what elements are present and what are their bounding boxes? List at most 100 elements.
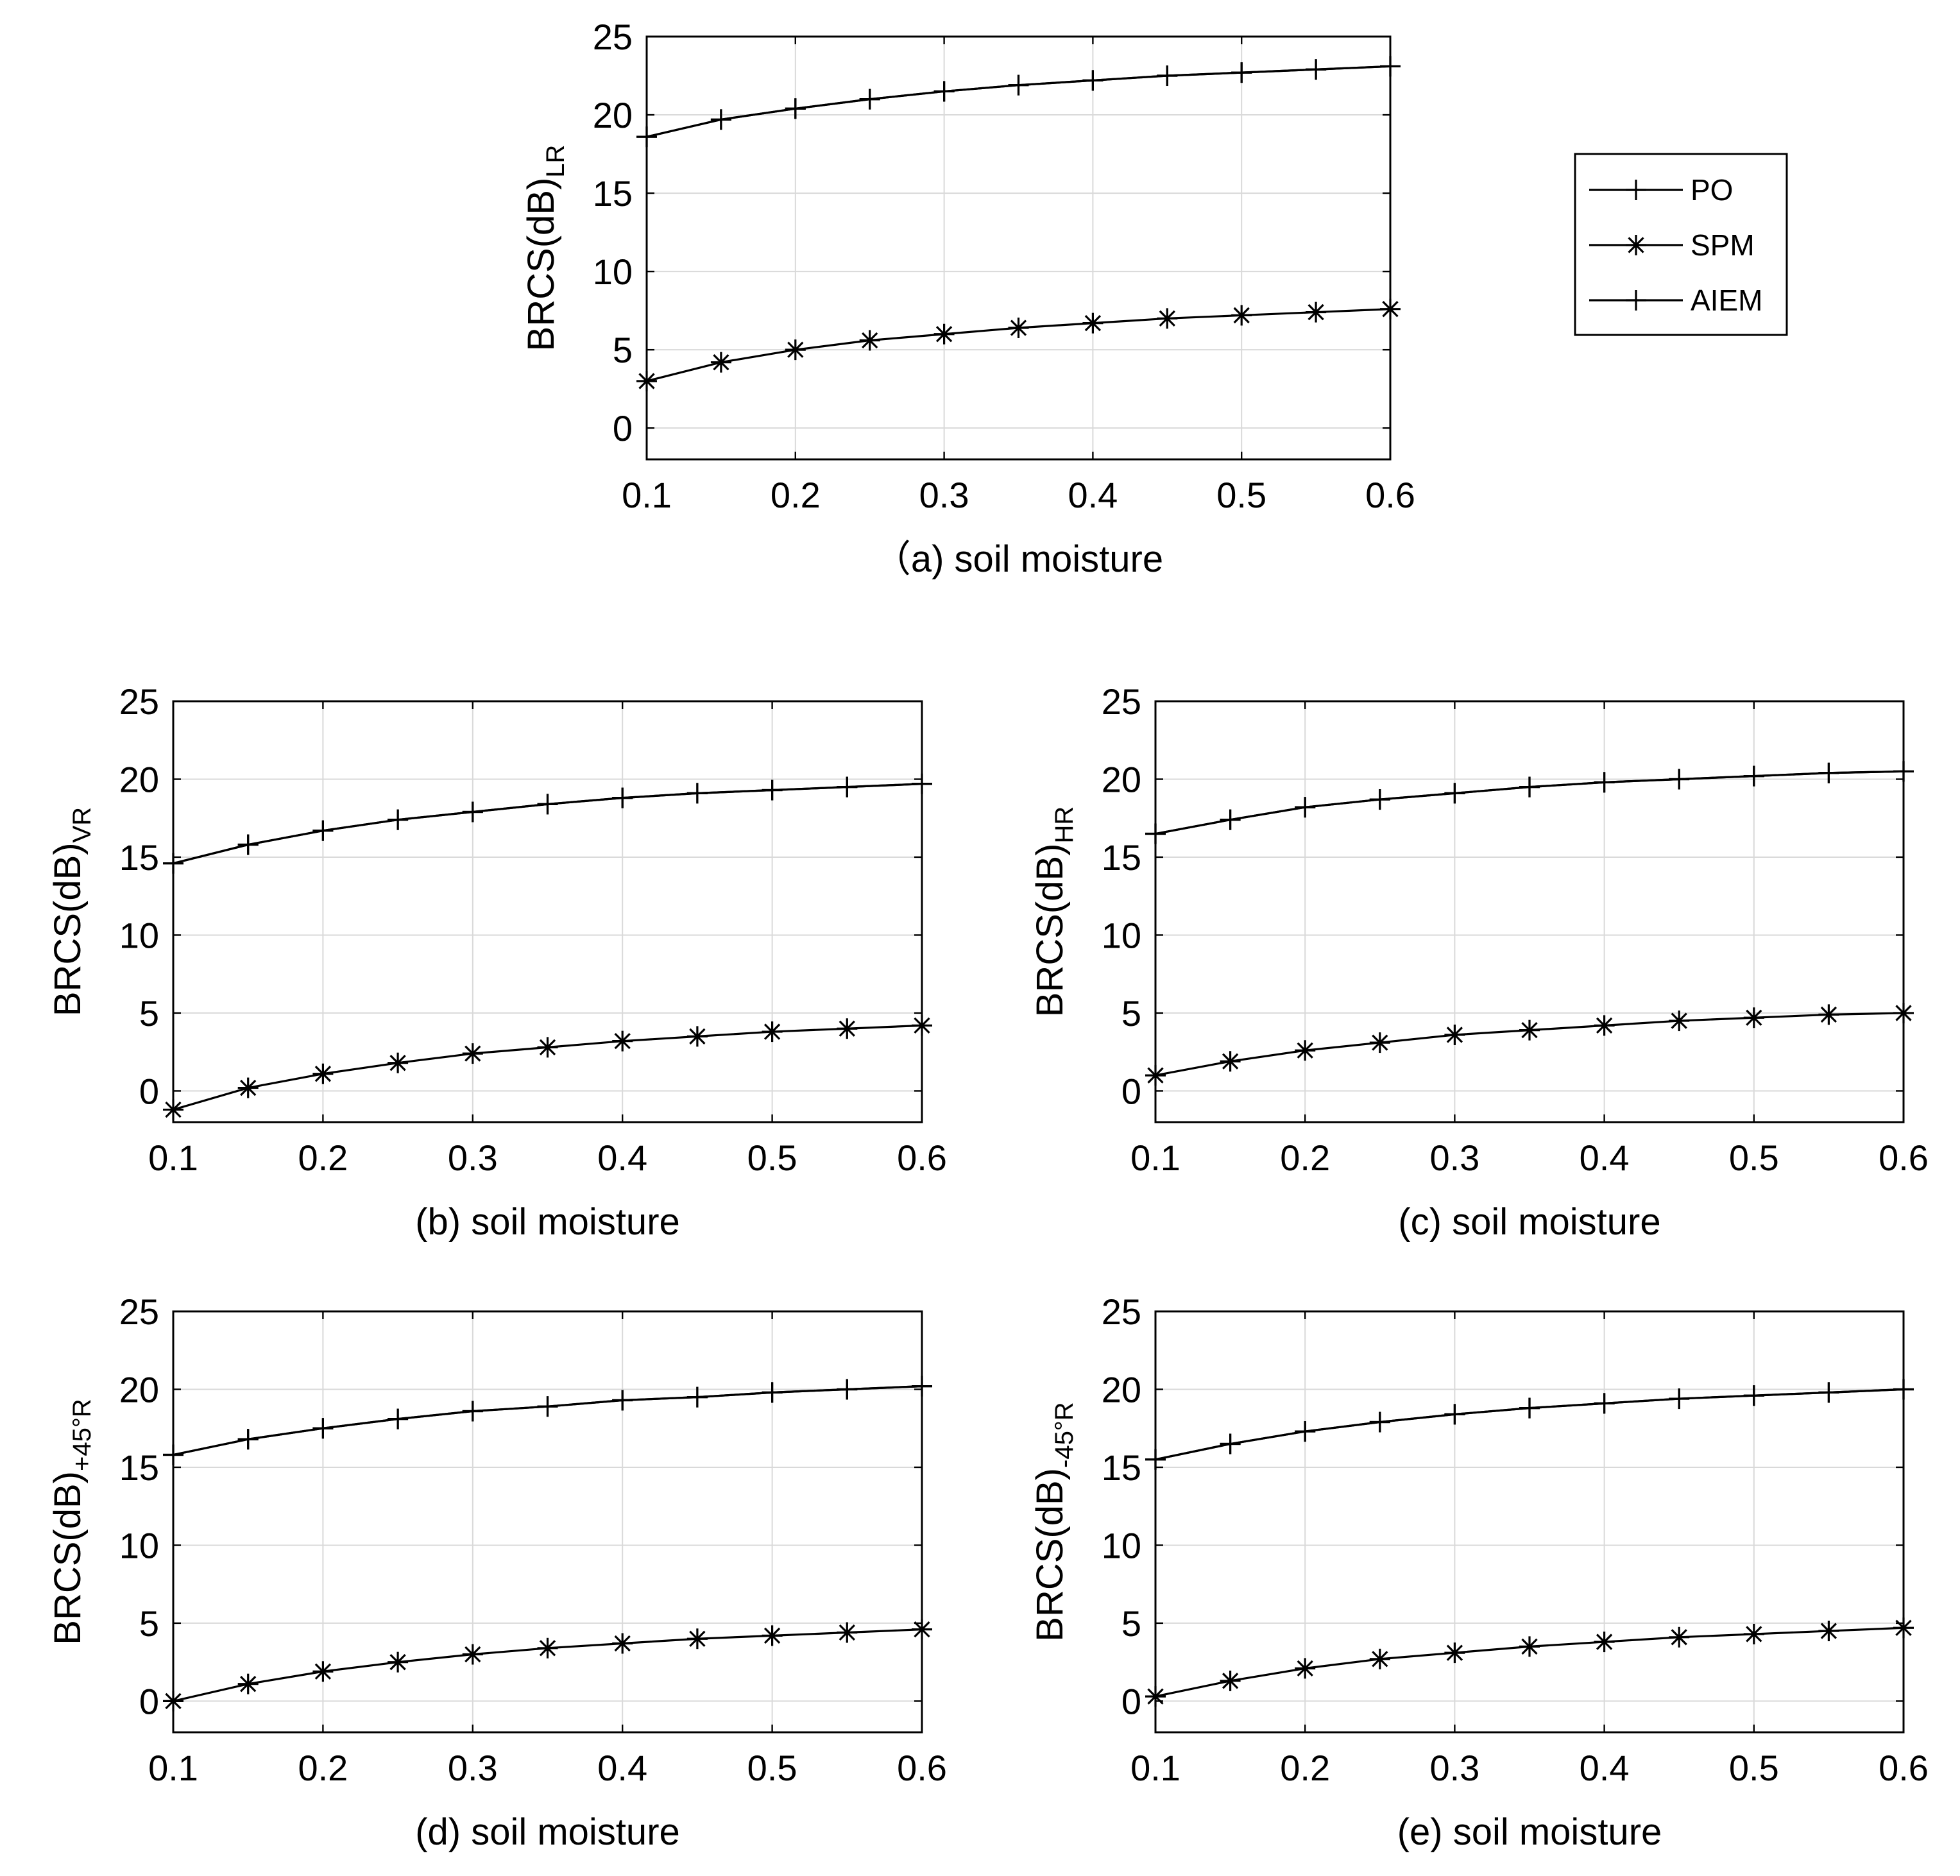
x-axis-title: (b) soil moisture bbox=[415, 1201, 680, 1243]
data-point-spm bbox=[1743, 1623, 1764, 1644]
data-point-aiem bbox=[1669, 769, 1690, 790]
data-point-spm bbox=[1157, 308, 1178, 329]
y-tick-label: 0 bbox=[139, 1681, 159, 1721]
data-point-spm bbox=[1380, 298, 1401, 320]
data-point-spm bbox=[686, 1628, 708, 1650]
x-axis-title: (c) soil moisture bbox=[1398, 1201, 1660, 1243]
data-point-spm bbox=[1669, 1626, 1690, 1648]
series-aiem bbox=[163, 773, 932, 874]
data-point-spm bbox=[1893, 1002, 1914, 1023]
data-point-aiem bbox=[785, 98, 806, 119]
data-point-aiem bbox=[163, 1444, 183, 1465]
x-tick-label: 0.5 bbox=[747, 1748, 797, 1788]
data-point-spm bbox=[837, 1018, 858, 1039]
data-point-aiem bbox=[1082, 70, 1104, 91]
y-axis-title: BRCS(dB)HR bbox=[1029, 806, 1078, 1018]
x-tick-label: 0.1 bbox=[1130, 1748, 1180, 1788]
series-aiem bbox=[636, 56, 1401, 148]
legend-marker-plus bbox=[1626, 290, 1646, 311]
data-point-aiem bbox=[933, 81, 955, 102]
x-tick-label: 0.5 bbox=[747, 1138, 797, 1178]
y-tick-label: 5 bbox=[1121, 993, 1141, 1034]
data-point-aiem bbox=[636, 126, 657, 148]
data-point-aiem bbox=[1519, 776, 1540, 797]
x-tick-label: 0.2 bbox=[1280, 1138, 1330, 1178]
data-point-aiem bbox=[237, 1429, 259, 1450]
data-point-aiem bbox=[1444, 783, 1465, 804]
y-axis-title: BRCS(dB)-45°R bbox=[1029, 1402, 1078, 1641]
y-tick-label: 20 bbox=[119, 1369, 159, 1410]
y-axis-title-main: BRCS(dB) bbox=[47, 1471, 89, 1645]
data-point-aiem bbox=[312, 820, 334, 841]
data-point-aiem bbox=[1295, 1421, 1316, 1442]
data-point-spm bbox=[612, 1633, 633, 1654]
series-aiem bbox=[1145, 1379, 1914, 1470]
x-tick-label: 0.4 bbox=[1580, 1748, 1630, 1788]
x-tick-label: 0.4 bbox=[1068, 475, 1118, 515]
data-point-spm bbox=[837, 1622, 858, 1643]
data-point-aiem bbox=[237, 834, 259, 855]
data-point-aiem bbox=[1220, 809, 1241, 830]
y-axis-title: BRCS(dB)LR bbox=[520, 145, 570, 352]
series-spm bbox=[163, 1015, 932, 1120]
y-axis-title-subscript: VR bbox=[68, 807, 96, 843]
y-axis-title-main: BRCS(dB) bbox=[1029, 844, 1071, 1018]
data-point-aiem bbox=[686, 783, 708, 804]
axes-box bbox=[645, 35, 1392, 461]
data-point-aiem bbox=[859, 89, 880, 110]
y-tick-label: 0 bbox=[1121, 1681, 1141, 1721]
data-point-aiem bbox=[1008, 74, 1029, 96]
panel-b: 0.1 0.2 0.3 0.4 0.5 0.6 0 5 10 15 20 25 (b) soil moi… bbox=[47, 681, 947, 1243]
data-point-aiem bbox=[1380, 56, 1401, 77]
data-point-aiem bbox=[686, 1386, 708, 1408]
y-axis-title-main: BRCS(dB) bbox=[520, 178, 562, 352]
y-tick-label: 20 bbox=[593, 95, 633, 135]
x-tick-label: 0.1 bbox=[622, 475, 672, 515]
legend-marker-asterisk bbox=[1626, 235, 1646, 255]
data-point-spm bbox=[388, 1651, 409, 1673]
data-point-aiem bbox=[710, 109, 731, 130]
y-tick-label: 5 bbox=[1121, 1603, 1141, 1644]
x-tick-label: 0.2 bbox=[771, 475, 821, 515]
data-point-spm bbox=[612, 1030, 633, 1052]
data-point-spm bbox=[312, 1661, 334, 1682]
series-aiem bbox=[163, 1376, 932, 1465]
legend-entry-aiem: AIEM bbox=[1589, 284, 1762, 317]
series-po bbox=[1145, 1379, 1914, 1470]
data-point-spm bbox=[1369, 1032, 1390, 1053]
x-tick-label: 0.6 bbox=[1879, 1748, 1929, 1788]
y-axis-title-subscript: HR bbox=[1050, 806, 1078, 844]
y-tick-label: 25 bbox=[1102, 1292, 1141, 1332]
y-tick-label: 20 bbox=[1102, 1369, 1141, 1410]
data-point-aiem bbox=[1743, 1385, 1764, 1406]
data-point-spm bbox=[312, 1063, 334, 1084]
data-point-aiem bbox=[837, 1379, 858, 1400]
data-point-spm bbox=[462, 1644, 483, 1665]
y-axis-title-main: BRCS(dB) bbox=[47, 842, 89, 1016]
x-tick-label: 0.3 bbox=[1429, 1748, 1479, 1788]
data-point-spm bbox=[1008, 317, 1029, 338]
data-point-spm bbox=[1145, 1065, 1166, 1086]
data-point-spm bbox=[1145, 1686, 1166, 1707]
data-point-aiem bbox=[1369, 1411, 1390, 1433]
data-point-spm bbox=[636, 370, 657, 391]
data-point-aiem bbox=[1594, 1393, 1615, 1414]
data-point-spm bbox=[462, 1043, 483, 1064]
y-axis-title-subscript: -45°R bbox=[1050, 1402, 1078, 1468]
data-point-spm bbox=[1220, 1670, 1241, 1691]
y-tick-label: 0 bbox=[613, 408, 633, 448]
x-tick-label: 0.3 bbox=[448, 1748, 498, 1788]
panel-e: 0.1 0.2 0.3 0.4 0.5 0.6 0 5 10 15 20 25 (e) soil moi… bbox=[1029, 1292, 1929, 1853]
y-axis-title: BRCS(dB)+45°R bbox=[47, 1399, 96, 1644]
data-point-spm bbox=[1444, 1642, 1465, 1664]
x-axis-title: (d) soil moisture bbox=[415, 1811, 680, 1853]
data-point-spm bbox=[1669, 1010, 1690, 1032]
data-point-spm bbox=[1220, 1051, 1241, 1072]
axes-box bbox=[1154, 1310, 1905, 1734]
legend-entry-spm: SPM bbox=[1589, 228, 1755, 262]
series-spm bbox=[1145, 1617, 1914, 1707]
data-point-aiem bbox=[312, 1418, 334, 1439]
panel-a: 0.1 0.2 0.3 0.4 0.5 0.6 0 5 10 15 20 25 （a) soil moi… bbox=[520, 17, 1415, 580]
data-point-aiem bbox=[462, 1401, 483, 1422]
